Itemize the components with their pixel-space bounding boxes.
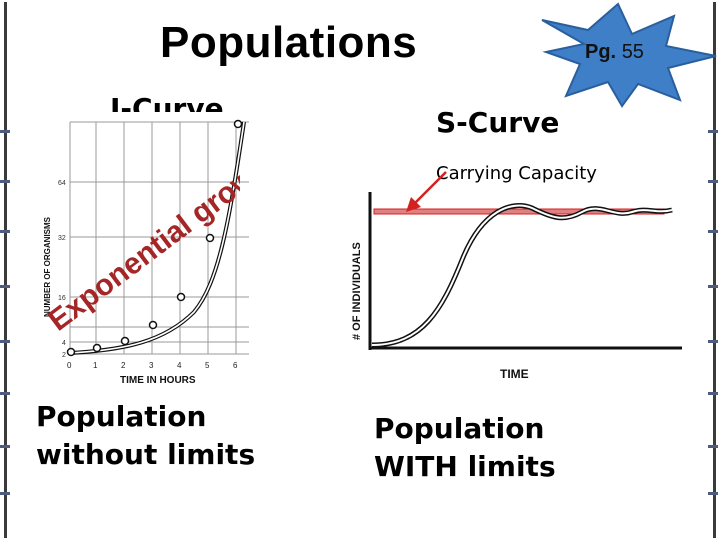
side-tick: [0, 130, 10, 133]
j-curve-x-tick: 4: [177, 361, 182, 370]
j-curve-caption-line2: without limits: [36, 438, 256, 471]
side-tick: [708, 492, 718, 495]
side-tick: [708, 285, 718, 288]
s-curve-caption: Population WITH limits: [374, 410, 556, 486]
carrying-capacity-label: Carrying Capacity: [436, 163, 597, 184]
slide-frame: [4, 2, 716, 538]
j-curve-point: [176, 292, 186, 302]
j-curve-x-tick: 0: [67, 361, 72, 370]
side-tick: [708, 392, 718, 395]
j-curve-graph: 64 32 16 8 4 2 0 1 2 3 4 5 6 TIME IN HOU…: [34, 112, 280, 390]
j-curve-x-tick: 5: [205, 361, 210, 370]
page-reference: Pg. 55: [585, 41, 644, 64]
j-curve-x-tick: 3: [149, 361, 154, 370]
slide-title: Populations: [160, 18, 418, 67]
page-ref-prefix: Pg.: [585, 41, 617, 63]
exponential-growth-text: Exponential growth: [42, 144, 240, 338]
side-tick: [0, 230, 10, 233]
s-curve-caption-line1: Population: [374, 412, 545, 445]
side-tick: [708, 230, 718, 233]
j-curve-gridlines: [69, 121, 249, 355]
j-curve-point: [120, 336, 130, 346]
j-curve-x-tick: 6: [233, 361, 238, 370]
s-curve-heading: S-Curve: [436, 106, 560, 139]
side-tick: [708, 130, 718, 133]
j-curve-y-tick: 64: [58, 180, 66, 187]
j-curve-y-tick: 32: [58, 235, 66, 242]
j-curve-y-label: NUMBER OF ORGANISMS: [43, 216, 52, 317]
side-tick: [0, 180, 10, 183]
j-curve-caption-line1: Population: [36, 400, 207, 433]
red-arrow-icon: [406, 171, 447, 212]
j-curve-point: [233, 119, 243, 129]
j-curve-caption: Population without limits: [36, 398, 255, 474]
j-curve-point: [205, 233, 215, 243]
j-curve-x-label: TIME IN HOURS: [120, 375, 196, 386]
j-curve-x-tick: 2: [121, 361, 126, 370]
side-tick: [0, 392, 10, 395]
star-badge-icon: [541, 2, 717, 108]
j-curve-point: [66, 347, 76, 357]
s-curve-y-label: # OF INDIVIDUALS: [351, 242, 363, 340]
page-ref-number: 55: [621, 41, 644, 63]
s-curve-caption-line2: WITH limits: [374, 450, 556, 483]
j-curve-x-tick: 1: [93, 361, 98, 370]
exponential-growth-overlay: Exponential growth: [42, 144, 240, 338]
s-curve-graph: TIME # OF INDIVIDUALS: [342, 190, 690, 386]
side-tick: [708, 340, 718, 343]
side-tick: [708, 180, 718, 183]
s-curve-x-label: TIME: [500, 367, 529, 381]
j-curve-y-tick: 2: [62, 352, 66, 359]
j-curve-point: [148, 320, 158, 330]
side-tick: [0, 492, 10, 495]
j-curve-point: [92, 343, 102, 353]
j-curve-y-tick: 4: [62, 340, 66, 347]
side-tick: [708, 445, 718, 448]
j-curve-y-tick: 16: [58, 295, 66, 302]
side-tick: [0, 340, 10, 343]
side-tick: [0, 445, 10, 448]
j-curve-y-tick: 8: [58, 325, 62, 332]
side-tick: [0, 285, 10, 288]
